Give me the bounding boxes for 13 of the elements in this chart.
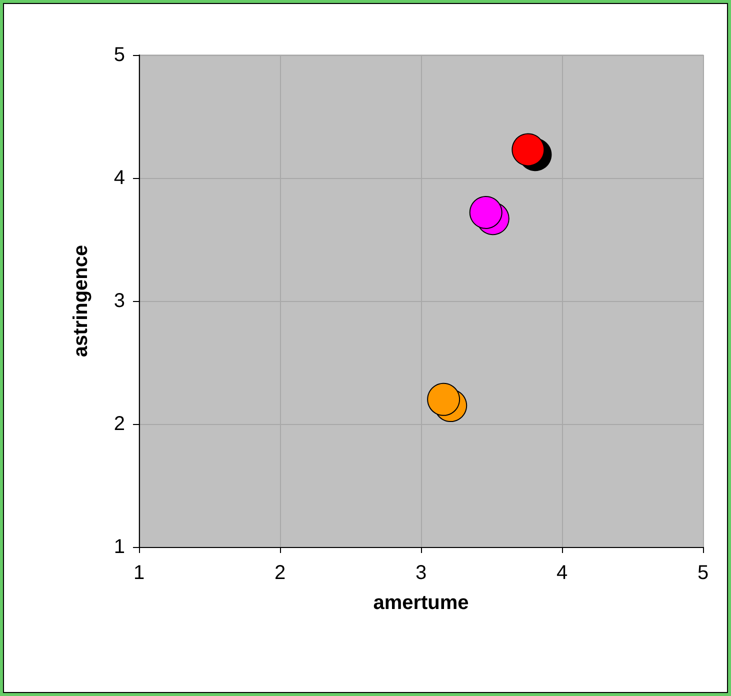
point	[512, 133, 545, 166]
x-tick-label: 1	[133, 562, 145, 584]
x-tick-label: 4	[556, 562, 568, 584]
y-axis-title: astringence	[70, 244, 92, 358]
x-tick-label: 5	[697, 562, 709, 584]
x-tick-label: 3	[415, 562, 427, 584]
y-tick-label: 2	[114, 413, 125, 435]
x-tick-label: 2	[274, 562, 286, 584]
y-tick-label: 3	[114, 290, 125, 312]
y-tick-label: 4	[114, 167, 125, 189]
y-tick-label: 5	[114, 44, 125, 66]
y-tick-label: 1	[114, 536, 125, 558]
x-axis-title: amertume	[373, 592, 469, 614]
